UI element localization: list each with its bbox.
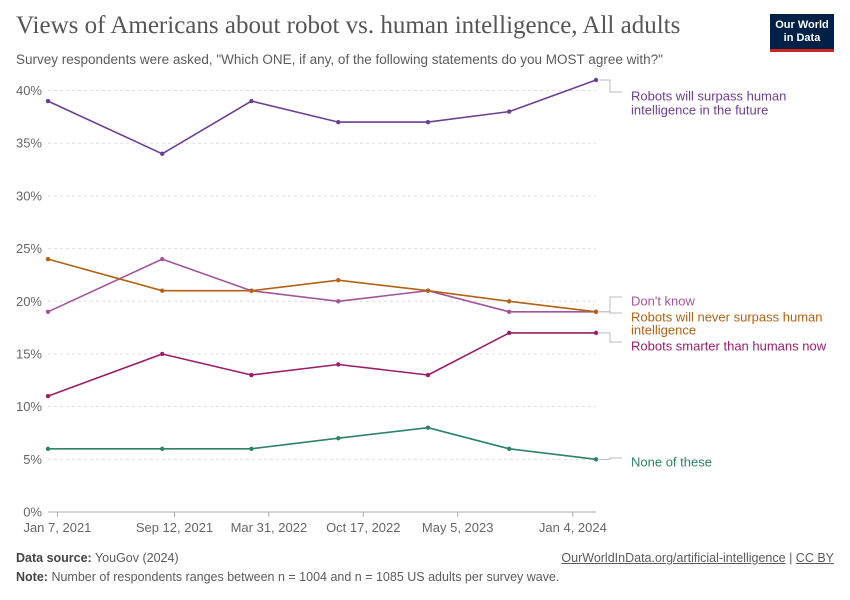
data-point <box>160 288 165 293</box>
x-tick-label: Oct 17, 2022 <box>326 520 400 535</box>
y-tick-label: 20% <box>16 294 42 309</box>
logo-accent-bar <box>770 49 834 52</box>
data-point <box>336 299 341 304</box>
data-point <box>160 446 165 451</box>
y-tick-label: 5% <box>23 452 42 467</box>
data-point <box>336 436 341 441</box>
data-point <box>506 309 512 315</box>
x-tick-label: Mar 31, 2022 <box>231 520 308 535</box>
data-point <box>160 351 165 357</box>
series-label: Robots smarter than humans now <box>631 339 827 354</box>
data-point <box>45 256 51 262</box>
y-tick-label: 10% <box>16 399 42 414</box>
data-source: Data source: YouGov (2024) <box>16 551 179 565</box>
data-point <box>45 98 51 104</box>
x-tick-label: Sep 12, 2021 <box>136 520 213 535</box>
chart-title: Views of Americans about robot vs. human… <box>16 12 681 39</box>
series-label-connector <box>599 79 622 93</box>
data-point <box>593 330 599 336</box>
series-label: Robots will surpass human <box>631 89 786 104</box>
data-point <box>425 372 431 378</box>
series-line <box>47 258 596 313</box>
data-point <box>45 309 51 315</box>
series-line <box>48 426 597 461</box>
license-link[interactable]: CC BY <box>795 551 834 565</box>
data-point <box>249 288 254 293</box>
x-axis: Jan 7, 2021 Sep 12, 2021 Mar 31, 2022 Oct 1… <box>23 512 607 535</box>
footer-links: OurWorldInData.org/artificial-intelligen… <box>561 551 834 565</box>
data-point <box>506 109 512 114</box>
series-label-connector <box>599 311 622 314</box>
series-line <box>47 332 596 397</box>
series-label: None of these <box>631 455 712 470</box>
x-tick-label: May 5, 2023 <box>422 520 494 535</box>
series-label-connector <box>599 296 622 313</box>
data-point <box>593 457 599 462</box>
data-point <box>336 119 341 125</box>
data-point <box>506 299 512 304</box>
series-label: Robots will never surpass human <box>631 310 822 325</box>
data-point <box>45 446 51 451</box>
y-tick-label: 25% <box>16 241 42 256</box>
data-point <box>160 256 165 262</box>
y-tick-label: 40% <box>16 83 42 98</box>
data-point <box>425 288 431 293</box>
series-label: intelligence <box>631 323 696 338</box>
series-line <box>47 79 597 155</box>
series-lines <box>45 77 599 462</box>
data-point <box>249 98 254 104</box>
note-value: Number of respondents ranges between n =… <box>51 570 560 584</box>
data-point <box>506 330 512 336</box>
x-tick-label: Jan 4, 2024 <box>539 520 607 535</box>
data-point <box>45 393 51 399</box>
data-source-label: Data source: <box>16 551 92 565</box>
line-chart: 0% 5% 10% 15% 20% 25% 30% 35% 40% Jan 7, 2021 Sep… <box>16 77 827 535</box>
chart-note: Note: Number of respondents ranges betwe… <box>16 570 559 584</box>
source-link[interactable]: OurWorldInData.org/artificial-intelligen… <box>561 551 786 565</box>
data-point <box>425 119 431 125</box>
y-tick-label: 0% <box>23 505 42 520</box>
chart-subtitle: Survey respondents were asked, "Which ON… <box>16 52 663 67</box>
series-label: Don't know <box>631 294 696 309</box>
data-point <box>249 372 254 378</box>
data-point <box>336 277 341 283</box>
owid-logo[interactable]: Our World in Data <box>770 14 834 52</box>
logo-line-2: in Data <box>783 32 821 44</box>
x-tick-label: Jan 7, 2021 <box>23 520 91 535</box>
y-tick-label: 15% <box>16 346 42 361</box>
y-axis: 0% 5% 10% 15% 20% 25% 30% 35% 40% <box>16 83 42 519</box>
series-label-connector <box>599 332 622 343</box>
note-label: Note: <box>16 570 48 584</box>
footer-separator: | <box>789 551 793 565</box>
data-point <box>506 446 512 451</box>
data-point <box>425 425 431 430</box>
y-tick-label: 35% <box>16 136 42 151</box>
data-point <box>336 362 341 367</box>
logo-line-1: Our World <box>775 19 829 31</box>
series-line <box>47 258 597 313</box>
data-point <box>249 446 254 451</box>
data-source-value: YouGov (2024) <box>94 551 179 565</box>
y-tick-label: 30% <box>16 188 42 203</box>
series-label: intelligence in the future <box>631 103 768 118</box>
data-point <box>593 309 599 315</box>
data-point <box>593 77 599 83</box>
series-label-connector <box>599 457 622 460</box>
data-point <box>160 151 165 156</box>
